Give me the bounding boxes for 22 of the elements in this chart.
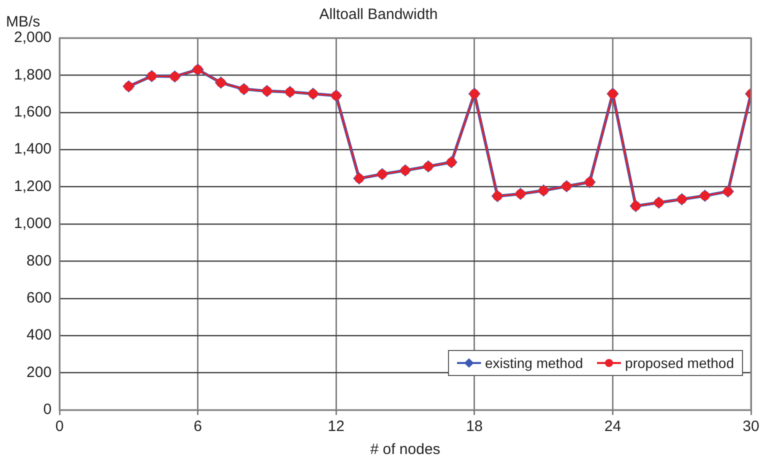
y-tick-label: 600 xyxy=(26,290,52,307)
y-tick-label: 400 xyxy=(26,326,52,344)
y-tick-label: 200 xyxy=(26,364,52,381)
y-tick-label: 1,000 xyxy=(14,215,52,232)
y-tick-label: 800 xyxy=(26,252,52,270)
legend-label: proposed method xyxy=(625,355,734,371)
y-tick-label: 0 xyxy=(43,401,52,418)
y-tick-label: 1,600 xyxy=(14,104,52,121)
x-tick-label: 18 xyxy=(466,418,483,436)
y-tick-label: 1,800 xyxy=(14,66,52,84)
legend-label: existing method xyxy=(484,355,584,371)
y-tick-label: 2,000 xyxy=(14,29,52,46)
x-tick-label: 6 xyxy=(194,418,202,436)
y-tick-label: 1,400 xyxy=(14,140,52,158)
x-tick-label: 12 xyxy=(328,418,344,436)
x-axis-title: # of nodes xyxy=(370,441,440,458)
y-axis-title: MB/s xyxy=(6,14,40,31)
y-tick-label: 1,200 xyxy=(14,178,52,195)
x-tick-label: 24 xyxy=(604,418,622,436)
x-tick-label: 0 xyxy=(55,418,64,436)
chart-title: Alltoall Bandwidth xyxy=(319,6,438,24)
x-tick-label: 30 xyxy=(742,418,760,436)
